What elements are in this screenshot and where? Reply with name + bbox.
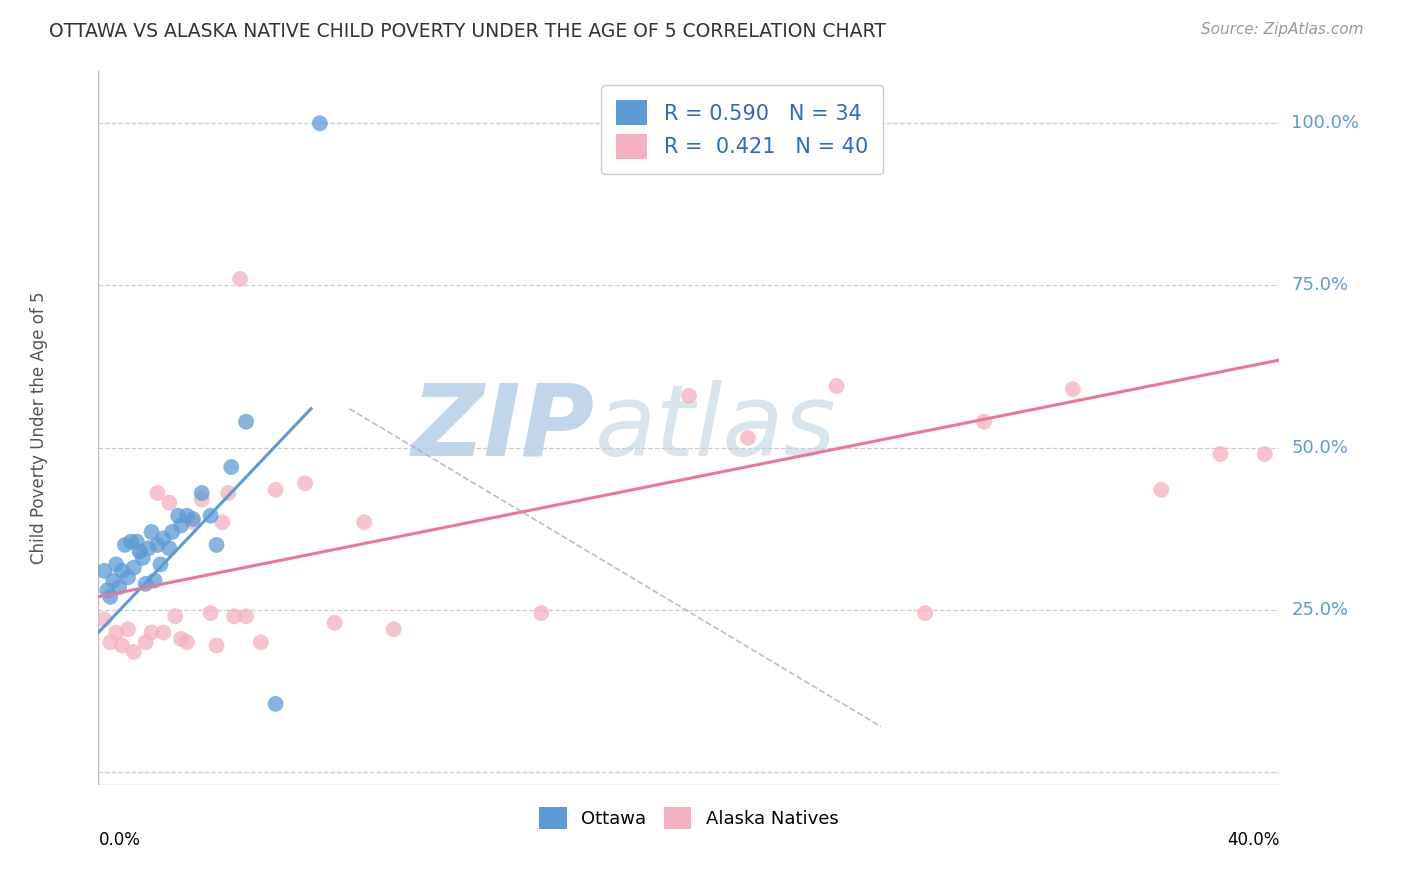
Text: Source: ZipAtlas.com: Source: ZipAtlas.com bbox=[1201, 22, 1364, 37]
Point bbox=[170, 632, 193, 646]
Point bbox=[146, 486, 169, 500]
Point bbox=[128, 544, 150, 558]
Point bbox=[105, 558, 128, 572]
Point bbox=[162, 524, 183, 539]
Point bbox=[122, 645, 145, 659]
Point bbox=[114, 538, 136, 552]
Point bbox=[309, 116, 332, 130]
Legend: Ottawa, Alaska Natives: Ottawa, Alaska Natives bbox=[533, 800, 845, 837]
Point bbox=[108, 580, 131, 594]
Point bbox=[205, 639, 228, 653]
Point bbox=[737, 431, 759, 445]
Point bbox=[973, 415, 995, 429]
Point bbox=[170, 518, 193, 533]
Point bbox=[128, 544, 150, 558]
Point bbox=[353, 515, 375, 529]
Point bbox=[294, 476, 316, 491]
Point bbox=[176, 508, 198, 523]
Point bbox=[152, 625, 174, 640]
Text: 0.0%: 0.0% bbox=[98, 831, 141, 849]
Point bbox=[914, 606, 936, 620]
Point bbox=[200, 508, 222, 523]
Point bbox=[165, 609, 187, 624]
Text: 100.0%: 100.0% bbox=[1291, 114, 1360, 132]
Point bbox=[235, 415, 257, 429]
Text: Child Poverty Under the Age of 5: Child Poverty Under the Age of 5 bbox=[31, 292, 48, 565]
Point bbox=[1209, 447, 1232, 461]
Point bbox=[235, 609, 257, 624]
Point bbox=[224, 609, 246, 624]
Point bbox=[191, 492, 214, 507]
Point bbox=[825, 379, 848, 393]
Point bbox=[125, 534, 148, 549]
Text: 40.0%: 40.0% bbox=[1227, 831, 1279, 849]
Point bbox=[98, 635, 121, 649]
Point bbox=[98, 590, 121, 604]
Point bbox=[146, 538, 169, 552]
Point bbox=[117, 622, 139, 636]
Point bbox=[103, 574, 125, 588]
Point bbox=[149, 558, 172, 572]
Point bbox=[167, 508, 190, 523]
Text: ZIP: ZIP bbox=[412, 380, 595, 476]
Point bbox=[135, 577, 157, 591]
Point bbox=[120, 534, 142, 549]
Point bbox=[1150, 483, 1173, 497]
Point bbox=[250, 635, 273, 649]
Point bbox=[678, 389, 700, 403]
Point bbox=[1062, 382, 1084, 396]
Text: 50.0%: 50.0% bbox=[1291, 439, 1348, 457]
Point bbox=[132, 550, 155, 565]
Point bbox=[176, 635, 198, 649]
Text: atlas: atlas bbox=[595, 380, 837, 476]
Point bbox=[264, 697, 287, 711]
Text: 75.0%: 75.0% bbox=[1291, 277, 1348, 294]
Point bbox=[221, 460, 243, 475]
Point bbox=[111, 564, 134, 578]
Point bbox=[141, 524, 163, 539]
Point bbox=[157, 496, 180, 510]
Point bbox=[229, 272, 252, 286]
Point bbox=[117, 570, 139, 584]
Point bbox=[205, 538, 228, 552]
Point bbox=[530, 606, 553, 620]
Point bbox=[111, 639, 134, 653]
Point bbox=[264, 483, 287, 497]
Point bbox=[105, 625, 128, 640]
Text: OTTAWA VS ALASKA NATIVE CHILD POVERTY UNDER THE AGE OF 5 CORRELATION CHART: OTTAWA VS ALASKA NATIVE CHILD POVERTY UN… bbox=[49, 22, 886, 41]
Point bbox=[181, 512, 204, 526]
Point bbox=[93, 613, 115, 627]
Point bbox=[181, 515, 204, 529]
Text: 25.0%: 25.0% bbox=[1291, 601, 1348, 619]
Point bbox=[157, 541, 180, 556]
Point bbox=[135, 635, 157, 649]
Point bbox=[217, 486, 239, 500]
Point bbox=[138, 541, 160, 556]
Point bbox=[382, 622, 405, 636]
Point bbox=[141, 625, 163, 640]
Point bbox=[152, 532, 174, 546]
Point bbox=[122, 560, 145, 574]
Point bbox=[143, 574, 166, 588]
Point bbox=[200, 606, 222, 620]
Point bbox=[211, 515, 233, 529]
Point bbox=[1254, 447, 1277, 461]
Point bbox=[96, 583, 118, 598]
Point bbox=[191, 486, 214, 500]
Point bbox=[93, 564, 115, 578]
Point bbox=[323, 615, 346, 630]
